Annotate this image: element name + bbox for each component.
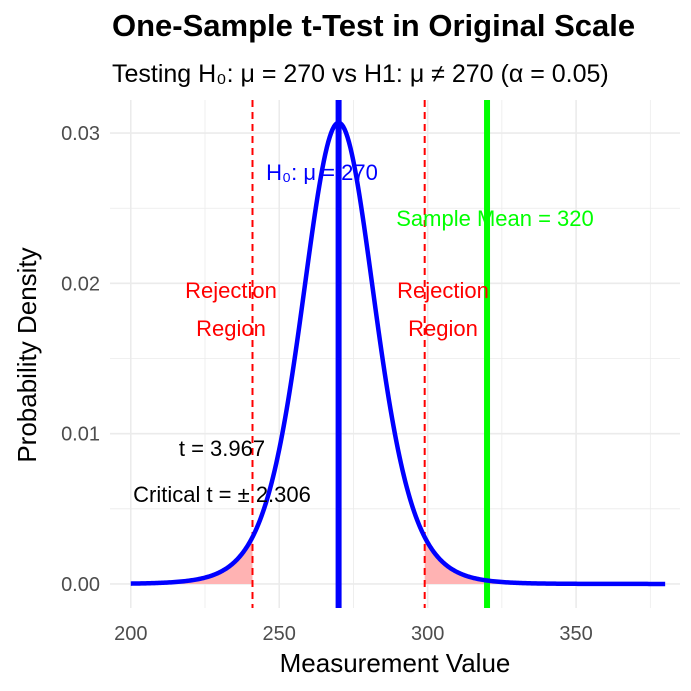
- y-axis-ticks: 0.00 0.01 0.02 0.03: [61, 123, 100, 596]
- rejection-right-line1: Rejection: [397, 278, 489, 303]
- grid-lines: [110, 100, 680, 608]
- density-curve: [130, 120, 666, 587]
- rejection-area-right: [424, 537, 666, 584]
- x-tick-label-300: 300: [411, 623, 444, 645]
- critical-t-label: Critical t = ± 2.306: [133, 482, 311, 507]
- x-axis-ticks: 200 250 300 350: [114, 623, 593, 645]
- chart-title: One-Sample t-Test in Original Scale: [112, 8, 635, 43]
- annotations: H₀: μ = 270 Sample Mean = 320 Rejection …: [133, 160, 594, 507]
- y-axis-title: Probability Density: [12, 247, 42, 462]
- y-tick-label-0.00: 0.00: [61, 574, 100, 596]
- x-axis-title: Measurement Value: [280, 648, 511, 678]
- t-statistic-label: t = 3.967: [179, 436, 265, 461]
- y-tick-label-0.02: 0.02: [61, 273, 100, 295]
- reference-lines: [251, 100, 491, 608]
- null-hypothesis-label: H₀: μ = 270: [266, 160, 378, 185]
- x-tick-label-250: 250: [263, 623, 296, 645]
- density-curve-group: [130, 120, 666, 587]
- y-tick-label-0.01: 0.01: [61, 424, 100, 446]
- rejection-right-line2: Region: [408, 316, 478, 341]
- sample-mean-label: Sample Mean = 320: [396, 206, 594, 231]
- y-tick-label-0.03: 0.03: [61, 123, 100, 145]
- x-tick-label-350: 350: [559, 623, 592, 645]
- rejection-left-line1: Rejection: [185, 278, 277, 303]
- x-tick-label-200: 200: [114, 623, 147, 645]
- chart-subtitle: Testing H₀: μ = 270 vs H1: μ ≠ 270 (α = …: [112, 60, 609, 88]
- rejection-left-line2: Region: [196, 316, 266, 341]
